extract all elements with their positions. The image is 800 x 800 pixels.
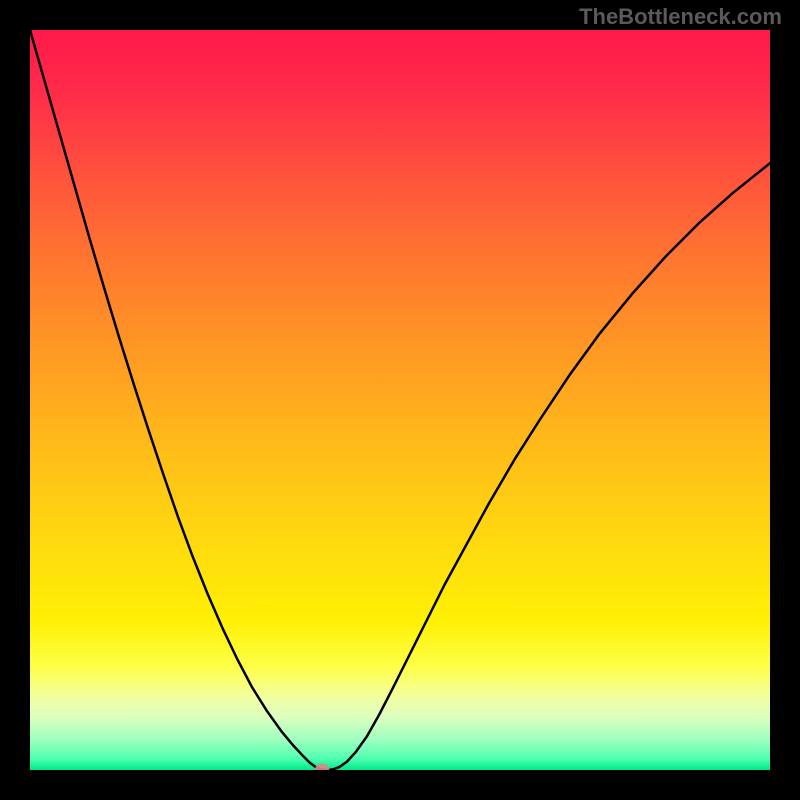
bottleneck-curve	[30, 30, 770, 770]
optimal-point-marker	[315, 764, 329, 770]
plot-area	[30, 30, 770, 770]
watermark-text: TheBottleneck.com	[579, 4, 782, 30]
chart-container: TheBottleneck.com	[0, 0, 800, 800]
curve-layer	[30, 30, 770, 770]
